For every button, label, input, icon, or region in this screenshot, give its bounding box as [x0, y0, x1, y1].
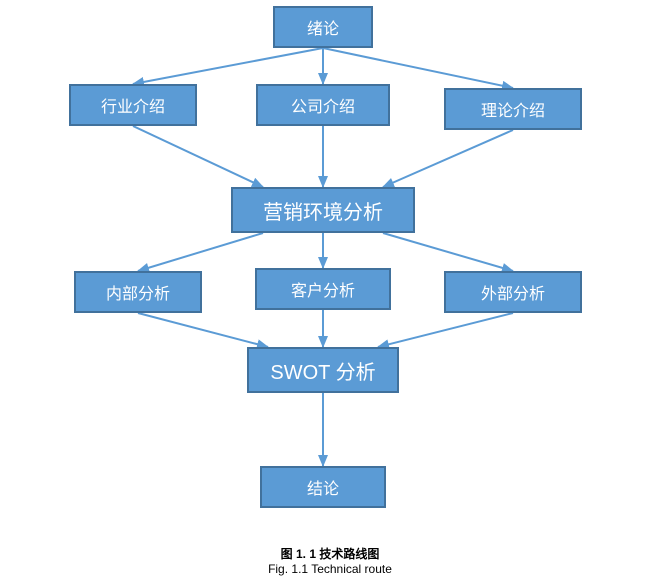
- flowchart-node-industry: 行业介绍: [69, 84, 197, 126]
- flowchart-edge: [383, 233, 513, 271]
- flowchart-node-label: 内部分析: [106, 280, 170, 304]
- flowchart-node-external: 外部分析: [444, 271, 582, 313]
- flowchart-node-internal: 内部分析: [74, 271, 202, 313]
- flowchart-node-label: 理论介绍: [481, 97, 545, 121]
- flowchart-node-customer: 客户分析: [255, 268, 391, 310]
- flowchart-node-label: 公司介绍: [291, 93, 355, 117]
- flowchart-node-label: 外部分析: [481, 280, 545, 304]
- flowchart-node-concl: 结论: [260, 466, 386, 508]
- flowchart-node-label: 营销环境分析: [263, 196, 383, 225]
- flowchart-edge: [378, 313, 513, 347]
- flowchart-edge: [133, 48, 323, 84]
- flowchart-node-company: 公司介绍: [256, 84, 390, 126]
- flowchart-node-theory: 理论介绍: [444, 88, 582, 130]
- flowchart-node-label: 结论: [307, 475, 339, 499]
- flowchart-node-swot: SWOT 分析: [247, 347, 399, 393]
- flowchart-node-label: SWOT 分析: [270, 356, 375, 385]
- flowchart-edge: [323, 48, 513, 88]
- flowchart-node-label: 行业介绍: [101, 93, 165, 117]
- flowchart-edge: [138, 233, 263, 271]
- flowchart-edge: [383, 130, 513, 187]
- flowchart-edge: [138, 313, 268, 347]
- figure-caption-en: Fig. 1.1 Technical route: [0, 562, 660, 576]
- figure-caption-zh: 图 1. 1 技术路线图: [0, 545, 660, 562]
- flowchart-node-intro: 绪论: [273, 6, 373, 48]
- flowchart-node-market: 营销环境分析: [231, 187, 415, 233]
- flowchart-edge: [133, 126, 263, 187]
- flowchart-node-label: 客户分析: [291, 277, 355, 301]
- flowchart-node-label: 绪论: [307, 15, 339, 39]
